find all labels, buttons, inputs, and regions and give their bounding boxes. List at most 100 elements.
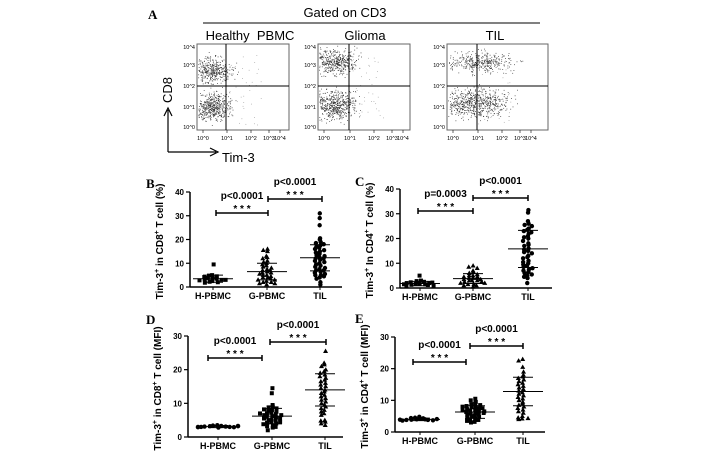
event-dot — [347, 55, 349, 57]
event-dot — [213, 111, 214, 113]
event-dot — [463, 119, 464, 121]
event-dot — [213, 66, 215, 68]
data-point-circle — [521, 249, 527, 255]
event-dot — [453, 99, 455, 100]
event-dot — [496, 106, 497, 107]
event-dot — [347, 95, 348, 96]
event-dot — [219, 107, 221, 109]
cd8-axis-label: CD8 — [160, 77, 175, 103]
event-dot — [478, 101, 480, 102]
event-dot — [462, 57, 464, 58]
event-dot — [472, 60, 474, 62]
event-dot — [331, 105, 333, 107]
superscript: + — [154, 230, 161, 234]
event-dot — [494, 107, 495, 109]
event-dot — [320, 101, 322, 103]
event-dot — [198, 70, 200, 71]
event-dot — [332, 52, 334, 54]
event-dot — [364, 100, 366, 102]
event-dot — [223, 68, 225, 70]
x-tick-label: 10^2 — [368, 136, 380, 142]
event-dot — [487, 58, 488, 59]
event-dot — [470, 111, 472, 113]
y-axis-label: Tim-3+ In CD4+ T cell (%) — [364, 183, 376, 299]
event-dot — [344, 102, 346, 103]
event-dot — [334, 107, 336, 109]
group-h-pbmc — [397, 414, 440, 423]
event-dot — [453, 104, 455, 106]
event-dot — [336, 63, 338, 65]
event-dot — [475, 97, 477, 99]
data-point-triangle — [321, 368, 327, 374]
data-point-square — [269, 410, 274, 415]
event-dot — [339, 53, 340, 55]
event-dot — [468, 91, 470, 93]
event-dot — [478, 60, 480, 62]
event-dot — [351, 97, 353, 99]
event-dot — [205, 112, 207, 113]
event-dot — [487, 60, 488, 62]
event-dot — [322, 99, 324, 100]
event-dot — [487, 53, 489, 54]
event-dot — [337, 67, 338, 68]
event-dot — [471, 71, 473, 72]
event-dot — [354, 45, 356, 47]
event-dot — [207, 67, 209, 69]
event-dot — [359, 96, 360, 97]
event-dot — [487, 107, 489, 109]
event-dot — [347, 104, 349, 106]
event-dot — [340, 69, 342, 71]
event-dot — [331, 118, 333, 120]
event-dot — [490, 104, 492, 106]
event-dot — [487, 117, 489, 119]
event-dot — [455, 92, 456, 94]
event-dot — [213, 69, 215, 71]
event-dot — [474, 95, 476, 97]
event-dot — [482, 88, 484, 90]
event-dot — [229, 101, 231, 103]
data-point-square — [465, 412, 470, 417]
event-dot — [223, 107, 225, 109]
event-dot — [222, 80, 224, 82]
event-dot — [468, 119, 469, 121]
event-dot — [322, 104, 324, 106]
event-dot — [217, 98, 219, 100]
event-dot — [329, 98, 331, 99]
event-dot — [211, 64, 213, 65]
event-dot — [329, 67, 331, 69]
event-dot — [333, 101, 334, 103]
event-dot — [452, 62, 453, 64]
event-dot — [336, 102, 338, 104]
event-dot — [334, 113, 335, 114]
event-dot — [210, 97, 211, 98]
event-dot — [323, 57, 325, 59]
data-point-triangle — [318, 418, 324, 423]
event-dot — [450, 104, 451, 106]
event-dot — [203, 73, 204, 75]
event-dot — [352, 105, 354, 106]
event-dot — [346, 73, 348, 75]
y-tick-label: 0 — [178, 433, 183, 442]
event-dot — [216, 60, 217, 62]
event-dot — [471, 97, 472, 98]
event-dot — [209, 112, 211, 114]
event-dot — [212, 111, 213, 112]
event-dot — [475, 62, 477, 64]
event-dot — [337, 107, 339, 108]
event-dot — [329, 113, 330, 115]
event-dot — [332, 98, 334, 100]
event-dot — [450, 94, 451, 96]
event-dot — [200, 68, 202, 70]
event-dot — [212, 105, 214, 106]
event-dot — [486, 59, 488, 60]
event-dot — [321, 97, 323, 99]
event-dot — [229, 92, 231, 94]
event-dot — [471, 65, 473, 67]
event-dot — [464, 89, 466, 91]
event-dot — [201, 112, 203, 113]
event-dot — [342, 95, 344, 97]
data-point-square — [472, 419, 477, 424]
event-dot — [334, 50, 336, 52]
event-dot — [202, 119, 204, 121]
event-dot — [204, 95, 206, 97]
